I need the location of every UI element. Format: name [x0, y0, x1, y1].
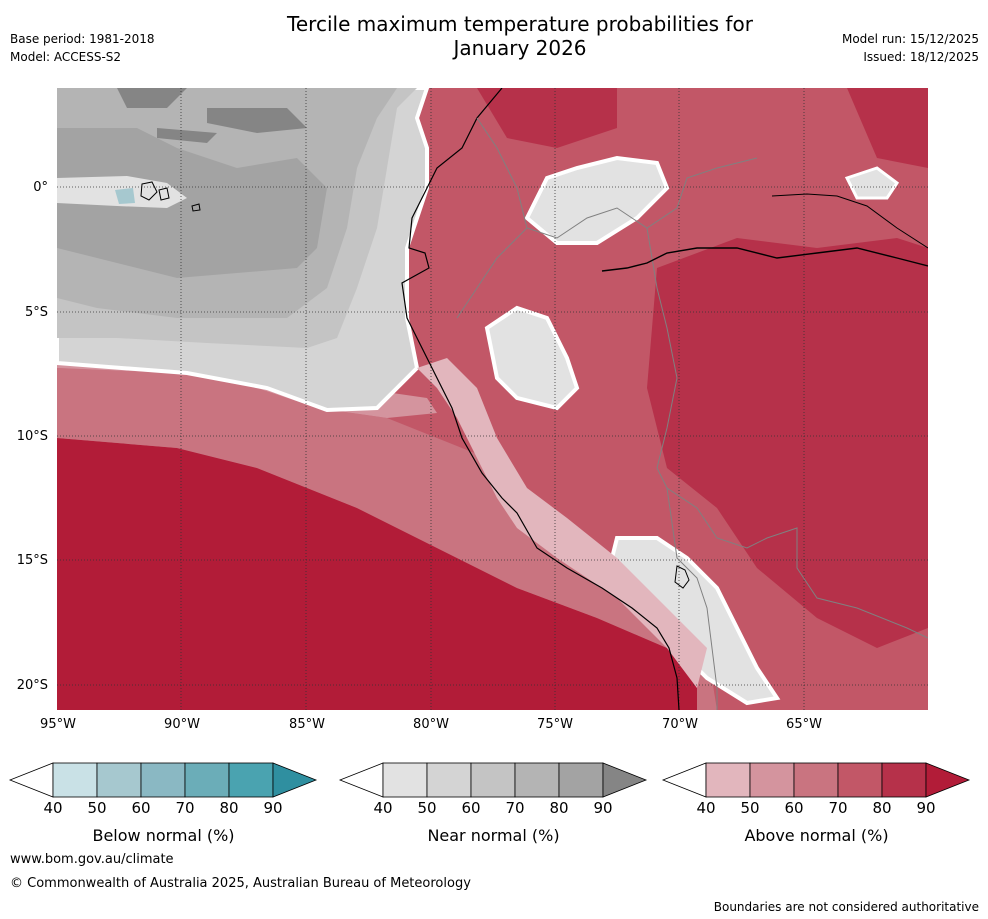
colorbar-segment: [272, 762, 318, 798]
colorbar-tick-label: 40: [43, 799, 62, 815]
colorbar-tick-label: 70: [175, 799, 194, 815]
colorbar-tick-label: 50: [417, 799, 436, 815]
colorbar-label-above: Above normal (%): [744, 826, 889, 845]
near-normal-andes-north: [524, 155, 670, 245]
above-normal-band-coast: [417, 358, 707, 688]
model-run-text: Model run: 15/12/2025: [841, 32, 979, 46]
lon-label: 90°W: [164, 717, 200, 732]
colorbar-tick-label: 60: [784, 799, 803, 815]
lake-titicaca: [674, 565, 690, 589]
river-north: [771, 193, 928, 249]
above-80-east: [647, 238, 928, 648]
model-text: Model: ACCESS-S2: [10, 50, 122, 64]
colorbar-tick-label: 90: [263, 799, 282, 815]
meta-left: Base period: 1981-2018 Model: ACCESS-S2: [10, 30, 155, 66]
colorbar-segment: [793, 762, 839, 798]
colorbars: 40 50 60 70 80 90 40 50 60 70 80 90 40 50 60 70 80 90: [8, 762, 971, 815]
lat-label: 0°: [33, 180, 48, 195]
galapagos-island: [140, 181, 158, 201]
colorbar-tick-label: 40: [373, 799, 392, 815]
lon-label: 70°W: [662, 717, 698, 732]
above-band-60: [57, 368, 717, 710]
colorbar-segment: [749, 762, 795, 798]
amazon-river: [601, 247, 928, 272]
colorbar-segment: [228, 762, 274, 798]
colorbar-segment: [514, 762, 560, 798]
country-borders: [456, 117, 928, 710]
lon-label: 85°W: [289, 717, 325, 732]
issued-text: Issued: 18/12/2025: [863, 50, 979, 64]
colorbar-tick-label: 70: [505, 799, 524, 815]
colorbar-segment: [881, 762, 927, 798]
colorbar-segment: [925, 762, 971, 798]
colorbar-tick-label: 90: [916, 799, 935, 815]
above-80-nw: [847, 88, 928, 168]
lon-label: 80°W: [413, 717, 449, 732]
galapagos-island-2: [158, 187, 170, 201]
lon-label: 95°W: [40, 717, 76, 732]
colorbar-segment: [96, 762, 142, 798]
colorbar-segment: [8, 762, 54, 798]
colorbar-tick-label: 40: [696, 799, 715, 815]
lat-label: 20°S: [16, 678, 48, 693]
colorbar-segment: [382, 762, 428, 798]
colorbar-below-normal: 40 50 60 70 80 90: [8, 762, 318, 815]
galapagos-island-3: [191, 203, 201, 212]
colorbar-above-normal: 40 50 60 70 80 90: [661, 762, 971, 815]
colorbar-segment: [470, 762, 516, 798]
lon-label: 65°W: [786, 717, 822, 732]
footer-disclaimer: Boundaries are not considered authoritat…: [713, 900, 979, 914]
colorbar-tick-label: 80: [872, 799, 891, 815]
colorbar-tick-label: 80: [549, 799, 568, 815]
above-80-north: [477, 88, 617, 148]
near-normal-andes-mid: [484, 305, 580, 411]
colorbar-segment: [184, 762, 230, 798]
above-90-ocean: [57, 438, 697, 710]
map-title-line1: Tercile maximum temperature probabilitie…: [287, 12, 753, 36]
meta-right: Model run: 15/12/2025 Issued: 18/12/2025: [842, 30, 979, 66]
map-title: Tercile maximum temperature probabilitie…: [0, 12, 988, 60]
colorbar-segment: [705, 762, 751, 798]
lat-label: 15°S: [16, 553, 48, 568]
colorbar-segment: [558, 762, 604, 798]
probability-map: [57, 88, 928, 710]
colorbar-segment: [661, 762, 707, 798]
colorbar-tick-label: 50: [740, 799, 759, 815]
lat-label: 5°S: [24, 305, 48, 320]
colorbar-segment: [426, 762, 472, 798]
near-normal-90c: [157, 128, 217, 143]
colorbar-near-normal: 40 50 60 70 80 90: [338, 762, 648, 815]
near-normal-90b: [207, 108, 307, 133]
colorbar-label-below: Below normal (%): [92, 826, 235, 845]
colorbar-tick-label: 70: [828, 799, 847, 815]
colorbar-tick-label: 80: [219, 799, 238, 815]
colorbar-segment: [602, 762, 648, 798]
colorbar-tick-label: 90: [593, 799, 612, 815]
colorbar-tick-label: 60: [131, 799, 150, 815]
colorbar-segment: [140, 762, 186, 798]
colorbar-segment: [338, 762, 384, 798]
near-normal-amazon: [844, 166, 900, 200]
footer-copyright: © Commonwealth of Australia 2025, Austra…: [10, 876, 471, 891]
colorbar-segment: [52, 762, 98, 798]
footer-url[interactable]: www.bom.gov.au/climate: [10, 852, 174, 867]
lon-label: 75°W: [537, 717, 573, 732]
base-period-text: Base period: 1981-2018: [10, 32, 155, 46]
near-normal-80: [57, 128, 327, 278]
map-title-line2: January 2026: [453, 36, 587, 60]
colorbar-tick-label: 50: [87, 799, 106, 815]
colorbar-segment: [837, 762, 883, 798]
lat-label: 10°S: [16, 429, 48, 444]
colorbar-tick-label: 60: [461, 799, 480, 815]
colorbar-label-near: Near normal (%): [427, 826, 560, 845]
near-normal-90a: [117, 88, 187, 108]
below-normal-patch: [115, 188, 135, 204]
coastline: [401, 88, 680, 710]
